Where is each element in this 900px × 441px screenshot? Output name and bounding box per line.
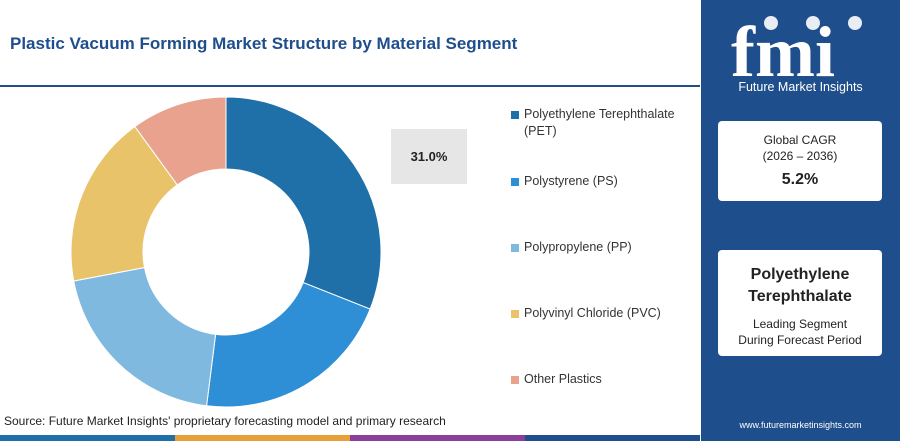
- bottom-bar-segment-3: [350, 435, 525, 441]
- cagr-value: 5.2%: [781, 171, 819, 188]
- cagr-label: Global CAGR: [763, 133, 837, 147]
- bottom-bar-segment-1: [0, 435, 175, 441]
- legend-item-4: Polyvinyl Chloride (PVC): [511, 305, 701, 322]
- donut-slice-5: [134, 96, 227, 186]
- leading-segment-desc-line2: During Forecast Period: [738, 333, 862, 347]
- legend-item-3: Polypropylene (PP): [511, 239, 701, 256]
- legend-swatch-3: [511, 244, 519, 252]
- legend-swatch-1: [511, 111, 519, 119]
- legend-item-2: Polystyrene (PS): [511, 173, 701, 190]
- leading-segment-name: Polyethylene Terephthalate: [748, 266, 852, 305]
- legend-swatch-4: [511, 310, 519, 318]
- legend-swatch-5: [511, 376, 519, 384]
- source-note: Source: Future Market Insights' propriet…: [4, 414, 446, 428]
- bottom-bar-segment-2: [175, 435, 350, 441]
- legend-swatch-2: [511, 178, 519, 186]
- fmi-logo: fmi: [731, 14, 862, 80]
- leading-segment-desc-line1: Leading Segment: [752, 317, 848, 331]
- logo-subtitle: Future Market Insights: [738, 80, 863, 94]
- website-url: www.futuremarketinsights.com: [739, 420, 862, 430]
- title-divider: [0, 85, 700, 87]
- donut-slice-2: [206, 281, 371, 408]
- legend-label-5: Other Plastics: [524, 372, 602, 386]
- donut-slice-3: [73, 266, 217, 407]
- donut-chart: [70, 96, 382, 408]
- donut-slice-1: [225, 96, 382, 310]
- chart-title: Plastic Vacuum Forming Market Structure …: [10, 34, 518, 53]
- legend-item-5: Other Plastics: [511, 371, 701, 388]
- legend-label-4: Polyvinyl Chloride (PVC): [524, 306, 661, 320]
- legend-item-1: Polyethylene Terephthalate (PET): [511, 106, 701, 140]
- cagr-period: (2026 – 2036): [762, 149, 838, 163]
- leading-segment-card: Polyethylene Terephthalate Leading Segme…: [718, 250, 882, 356]
- leading-segment-desc: Leading Segment During Forecast Period: [718, 316, 882, 348]
- pet-share-callout: 31.0%: [391, 129, 467, 184]
- legend-label-3: Polypropylene (PP): [524, 240, 632, 254]
- legend-label-2: Polystyrene (PS): [524, 174, 618, 188]
- bottom-bar-segment-4: [525, 435, 700, 441]
- sidebar-panel: fmi Future Market Insights Global CAGR (…: [701, 0, 900, 441]
- cagr-card: Global CAGR (2026 – 2036) 5.2%: [718, 121, 882, 201]
- legend-label-1: Polyethylene Terephthalate (PET): [524, 107, 675, 138]
- bottom-color-bar: [0, 435, 700, 441]
